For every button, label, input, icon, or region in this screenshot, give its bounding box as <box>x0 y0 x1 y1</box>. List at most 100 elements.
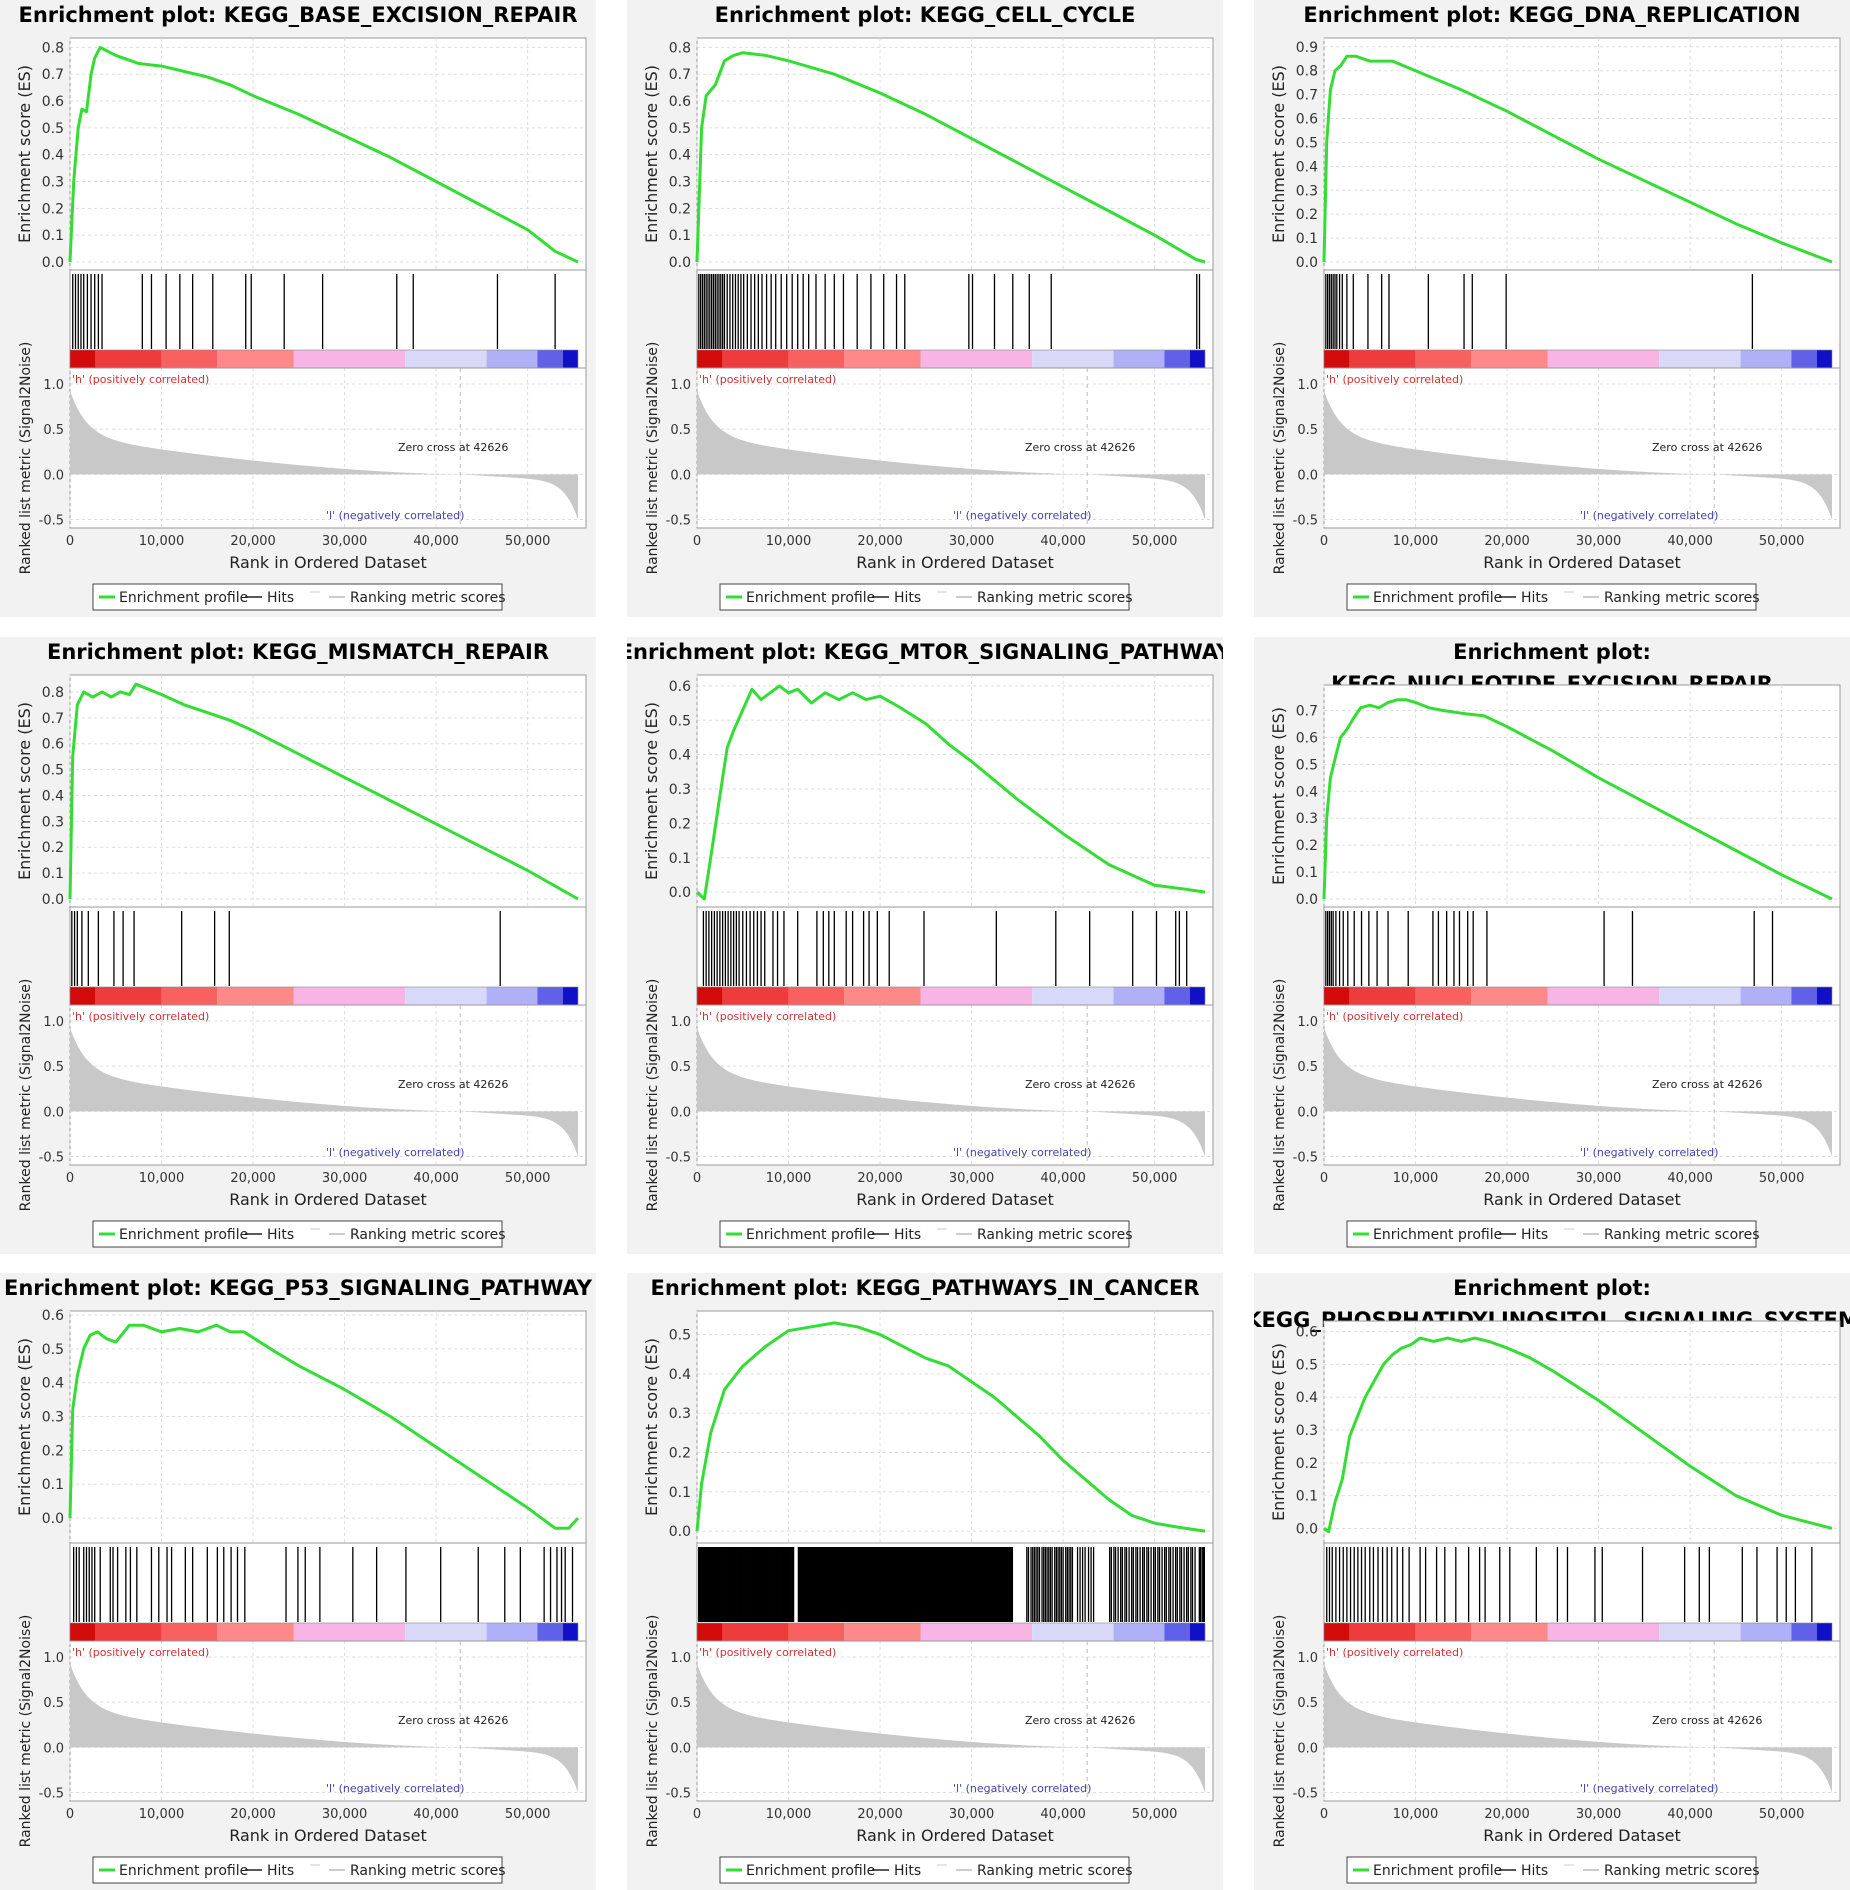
legend-hits-label: Hits <box>267 590 294 606</box>
heat-segment <box>1415 350 1472 368</box>
enrichment-plot-svg: Enrichment plot: KEGG_MTOR_SIGNALING_PAT… <box>627 640 1223 1248</box>
metric-tick-label: 1.0 <box>43 1651 64 1666</box>
es-tick-label: 0.2 <box>669 1446 691 1462</box>
es-tick-label: 0.2 <box>42 1443 64 1459</box>
ranking-metric-area <box>1324 1663 1832 1793</box>
positively-correlated-label: 'h' (positively correlated) <box>699 373 836 386</box>
es-tick-label: 0.0 <box>1296 255 1318 271</box>
legend: Enrichment profile Hits Ranking metric sco… <box>1346 583 1760 611</box>
x-tick-label: 30,000 <box>322 534 368 549</box>
legend: Enrichment profile Hits Ranking metric sco… <box>92 1220 506 1248</box>
x-tick-label: 0 <box>693 1807 701 1822</box>
x-tick-label: 10,000 <box>766 1807 812 1822</box>
es-axis-label: Enrichment score (ES) <box>642 65 661 243</box>
es-tick-label: 0.4 <box>669 748 691 764</box>
hits-group <box>702 911 1188 986</box>
es-tick-label: 0.3 <box>669 782 691 798</box>
es-tick-label: 0.2 <box>42 840 64 856</box>
x-tick-label: 50,000 <box>1759 534 1805 549</box>
legend-hits-label: Hits <box>267 1227 294 1243</box>
es-tick-label: 0.6 <box>669 94 691 110</box>
enrichment-plot-panel: Enrichment plot: KEGG_BASE_EXCISION_REPA… <box>0 0 596 617</box>
x-tick-label: 10,000 <box>1393 534 1439 549</box>
enrichment-plot-panel: Enrichment plot: KEGG_MTOR_SIGNALING_PAT… <box>627 637 1223 1254</box>
heat-segment <box>1816 987 1832 1005</box>
positively-correlated-label: 'h' (positively correlated) <box>1326 1010 1463 1023</box>
legend-hits-label: Hits <box>1521 590 1548 606</box>
positively-correlated-label: 'h' (positively correlated) <box>699 1010 836 1023</box>
es-tick-label: 0.5 <box>1296 757 1318 773</box>
ranking-metric-area <box>697 1663 1205 1793</box>
negatively-correlated-label: 'l' (negatively correlated) <box>326 509 464 522</box>
x-axis-label: Rank in Ordered Dataset <box>856 553 1054 572</box>
x-tick-label: 50,000 <box>505 1807 551 1822</box>
heat-segment <box>95 350 162 368</box>
es-tick-label: 0.5 <box>1296 1357 1318 1373</box>
hits-group <box>72 274 556 349</box>
negatively-correlated-label: 'l' (negatively correlated) <box>953 509 1091 522</box>
es-tick-label: 0.2 <box>669 816 691 832</box>
positively-correlated-label: 'h' (positively correlated) <box>72 373 209 386</box>
es-tick-label: 0.1 <box>42 866 64 882</box>
es-tick-label: 0.3 <box>42 175 64 191</box>
es-tick-label: 0.2 <box>669 201 691 217</box>
heat-segment <box>1791 350 1817 368</box>
x-tick-label: 50,000 <box>1132 1171 1178 1186</box>
es-tick-label: 0.4 <box>1296 1390 1318 1406</box>
x-axis-label: Rank in Ordered Dataset <box>229 1190 427 1209</box>
heat-segment <box>1740 1623 1792 1641</box>
heat-segment <box>697 1623 723 1641</box>
metric-axis-label: Ranked list metric (Signal2Noise) <box>18 979 34 1212</box>
x-axis-label: Rank in Ordered Dataset <box>229 1826 427 1845</box>
heat-segment <box>1113 987 1165 1005</box>
ranking-metric-area <box>70 390 578 520</box>
heat-segment <box>562 1623 578 1641</box>
x-tick-label: 20,000 <box>230 534 276 549</box>
es-tick-label: 0.5 <box>669 1328 691 1344</box>
hits-group <box>698 274 1201 349</box>
heat-segment <box>788 350 845 368</box>
es-tick-label: 0.4 <box>42 1376 64 1392</box>
plot-title: Enrichment plot: KEGG_BASE_EXCISION_REPA… <box>19 3 578 27</box>
es-tick-label: 0.4 <box>1296 784 1318 800</box>
x-axis-label: Rank in Ordered Dataset <box>856 1826 1054 1845</box>
metric-tick-label: 0.5 <box>1297 423 1318 438</box>
heat-segment <box>1816 350 1832 368</box>
x-tick-label: 50,000 <box>1132 1807 1178 1822</box>
x-tick-label: 0 <box>693 1171 701 1186</box>
es-tick-label: 0.0 <box>42 1511 64 1527</box>
x-tick-label: 50,000 <box>1759 1807 1805 1822</box>
metric-tick-label: 1.0 <box>1297 378 1318 393</box>
metric-tick-label: 0.0 <box>1297 1741 1318 1756</box>
es-tick-label: 0.4 <box>669 1367 691 1383</box>
x-tick-label: 20,000 <box>857 1807 903 1822</box>
es-tick-label: 0.7 <box>42 67 64 83</box>
heat-segment <box>486 987 538 1005</box>
x-tick-label: 30,000 <box>949 534 995 549</box>
negatively-correlated-label: 'l' (negatively correlated) <box>1580 1146 1718 1159</box>
heat-segment <box>1349 1623 1416 1641</box>
heat-segment <box>1164 350 1190 368</box>
enrichment-plot-svg: Enrichment plot:KEGG_NUCLEOTIDE_EXCISION… <box>1269 640 1841 1248</box>
heat-segment <box>293 987 406 1005</box>
heat-segment <box>697 350 723 368</box>
metric-tick-label: 1.0 <box>670 1651 691 1666</box>
plot-title: Enrichment plot: KEGG_MTOR_SIGNALING_PAT… <box>627 640 1223 664</box>
x-tick-label: 10,000 <box>139 1171 185 1186</box>
plot-title: Enrichment plot: KEGG_CELL_CYCLE <box>715 3 1136 27</box>
x-tick-label: 30,000 <box>322 1807 368 1822</box>
metric-tick-label: 0.5 <box>43 1696 64 1711</box>
hits-group <box>1325 911 1774 986</box>
heat-segment <box>788 1623 845 1641</box>
metric-tick-label: 1.0 <box>43 378 64 393</box>
metric-tick-label: -0.5 <box>39 1786 64 1801</box>
negatively-correlated-label: 'l' (negatively correlated) <box>1580 1782 1718 1795</box>
legend-enrichment-label: Enrichment profile <box>119 1863 248 1879</box>
es-tick-label: 0.1 <box>669 228 691 244</box>
legend: Enrichment profile Hits Ranking metric sco… <box>1346 1220 1760 1248</box>
ranking-metric-area <box>1324 390 1832 520</box>
heat-segment <box>1816 1623 1832 1641</box>
heat-segment <box>70 987 96 1005</box>
enrichment-profile-line <box>695 51 1206 264</box>
legend-enrichment-label: Enrichment profile <box>119 1227 248 1243</box>
